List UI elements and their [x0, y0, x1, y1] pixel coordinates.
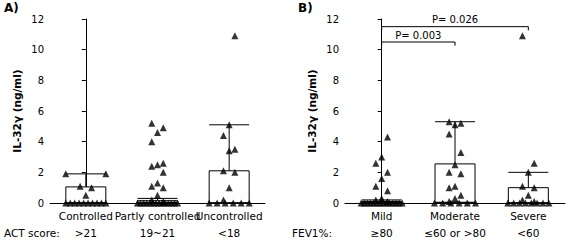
- svg-text:6: 6: [38, 106, 44, 117]
- svg-text:P= 0.026: P= 0.026: [432, 14, 478, 25]
- svg-text:Uncontrolled: Uncontrolled: [196, 210, 263, 222]
- svg-text:Mild: Mild: [371, 210, 393, 222]
- svg-text:10: 10: [326, 44, 339, 55]
- svg-text:A): A): [4, 1, 19, 15]
- svg-text:2: 2: [333, 167, 339, 178]
- svg-text:12: 12: [31, 14, 44, 25]
- svg-text:ACT score:: ACT score:: [4, 227, 60, 239]
- svg-text:0: 0: [38, 198, 44, 209]
- svg-text:<18: <18: [218, 227, 240, 239]
- svg-text:>21: >21: [75, 227, 97, 239]
- svg-text:IL-32γ (ng/ml): IL-32γ (ng/ml): [306, 69, 318, 152]
- svg-text:<60: <60: [517, 227, 539, 239]
- svg-text:19~21: 19~21: [140, 227, 176, 239]
- svg-text:Controlled: Controlled: [59, 210, 113, 222]
- svg-text:≤60 or >80: ≤60 or >80: [424, 227, 486, 239]
- svg-text:Severe: Severe: [510, 210, 546, 222]
- svg-text:P= 0.003: P= 0.003: [395, 30, 441, 41]
- svg-text:FEV1%:: FEV1%:: [292, 227, 332, 239]
- svg-text:6: 6: [333, 106, 339, 117]
- svg-text:8: 8: [333, 75, 339, 86]
- svg-text:IL-32γ (ng/ml): IL-32γ (ng/ml): [11, 69, 23, 152]
- svg-text:8: 8: [38, 75, 44, 86]
- svg-text:Moderate: Moderate: [430, 210, 480, 222]
- svg-text:Partly controlled: Partly controlled: [115, 210, 201, 222]
- svg-text:B): B): [298, 1, 313, 15]
- svg-text:12: 12: [326, 14, 339, 25]
- svg-text:2: 2: [38, 167, 44, 178]
- svg-text:10: 10: [31, 44, 44, 55]
- svg-text:4: 4: [333, 136, 339, 147]
- svg-text:0: 0: [333, 198, 339, 209]
- svg-text:≥80: ≥80: [371, 227, 393, 239]
- svg-text:4: 4: [38, 136, 44, 147]
